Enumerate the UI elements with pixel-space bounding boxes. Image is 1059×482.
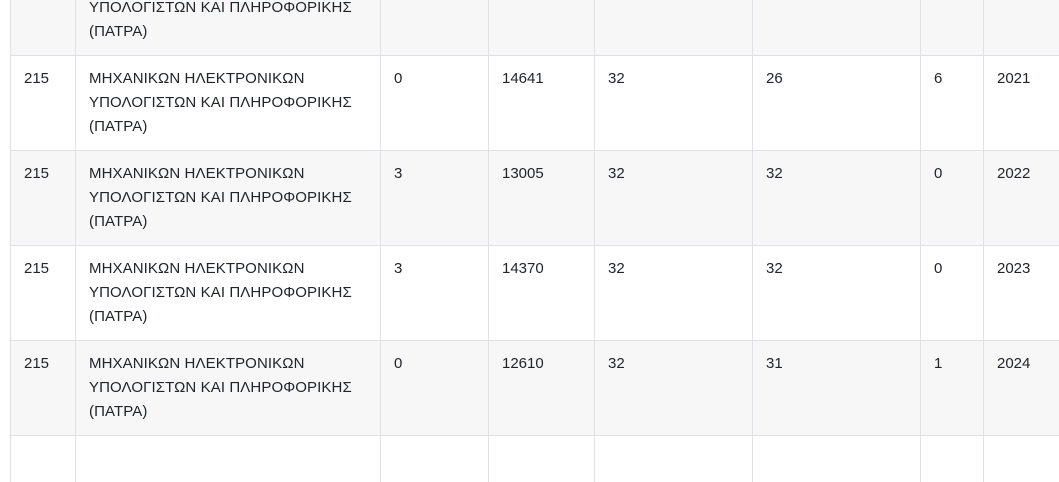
cell-points: 12610	[488, 340, 595, 436]
cell-rank: 3	[380, 245, 489, 341]
cell-rank: 0	[380, 340, 489, 436]
cell-code	[10, 435, 76, 482]
cell-rank: 3	[380, 150, 489, 246]
cell-department: ΜΗΧΑΝΙΚΩΝ ΗΛΕΚΤΡΟΝΙΚΩΝ ΥΠΟΛΟΓΙΣΤΩΝ ΚΑΙ Π…	[75, 340, 381, 436]
cell-admitted: 32	[752, 245, 921, 341]
cell-positions: 32	[594, 150, 753, 246]
cell-rank: 0	[380, 55, 489, 151]
cell-rank	[380, 435, 489, 482]
cell-positions: 32	[594, 55, 753, 151]
cell-positions: 32	[594, 245, 753, 341]
cell-admitted: 26	[752, 55, 921, 151]
cell-department: ΜΗΧΑΝΙΚΩΝ ΗΛΕΚΤΡΟΝΙΚΩΝ ΥΠΟΛΟΓΙΣΤΩΝ ΚΑΙ Π…	[75, 150, 381, 246]
cell-points: 13906	[488, 0, 595, 56]
cell-code: 215	[10, 245, 76, 341]
cell-year: 2022	[983, 150, 1059, 246]
cell-year: 2024	[983, 340, 1059, 436]
cell-department	[75, 435, 381, 482]
cell-points: 13005	[488, 150, 595, 246]
cell-points: 14641	[488, 55, 595, 151]
cell-points	[488, 435, 595, 482]
cell-year	[983, 435, 1059, 482]
cell-code: 215	[10, 340, 76, 436]
cell-year: 2023	[983, 245, 1059, 341]
cell-remaining: 0	[920, 0, 984, 56]
cell-remaining: 0	[920, 150, 984, 246]
cell-admitted	[752, 435, 921, 482]
cell-code: 215	[10, 55, 76, 151]
cell-remaining: 1	[920, 340, 984, 436]
cell-remaining: 6	[920, 55, 984, 151]
cell-admitted: 32	[752, 150, 921, 246]
cell-rank: 2	[380, 0, 489, 56]
cell-points: 14370	[488, 245, 595, 341]
cell-positions: 32	[594, 0, 753, 56]
cell-remaining	[920, 435, 984, 482]
table-row[interactable]	[10, 435, 1059, 482]
cell-code: 215	[10, 0, 76, 56]
cell-department: ΜΗΧΑΝΙΚΩΝ ΗΛΕΚΤΡΟΝΙΚΩΝ ΥΠΟΛΟΓΙΣΤΩΝ ΚΑΙ Π…	[75, 0, 381, 56]
cell-admitted: 31	[752, 340, 921, 436]
cell-positions	[594, 435, 753, 482]
cell-remaining: 0	[920, 245, 984, 341]
cell-admitted: 32	[752, 0, 921, 56]
cell-year: 2021	[983, 55, 1059, 151]
cell-department: ΜΗΧΑΝΙΚΩΝ ΗΛΕΚΤΡΟΝΙΚΩΝ ΥΠΟΛΟΓΙΣΤΩΝ ΚΑΙ Π…	[75, 245, 381, 341]
cell-positions: 32	[594, 340, 753, 436]
cell-department: ΜΗΧΑΝΙΚΩΝ ΗΛΕΚΤΡΟΝΙΚΩΝ ΥΠΟΛΟΓΙΣΤΩΝ ΚΑΙ Π…	[75, 55, 381, 151]
cell-code: 215	[10, 150, 76, 246]
